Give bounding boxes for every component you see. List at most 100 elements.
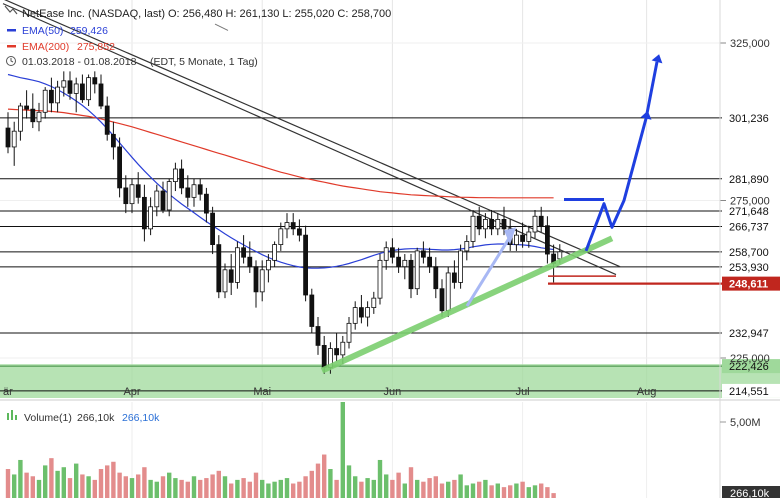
volume-bar	[452, 479, 457, 498]
volume-bar	[464, 485, 469, 498]
candles	[5, 71, 563, 374]
volume-bar	[191, 476, 197, 498]
candle-body	[49, 89, 54, 104]
level-label-box	[722, 325, 780, 340]
volume-bar	[415, 479, 420, 498]
candle-body	[148, 206, 154, 230]
volume-bar	[328, 469, 333, 498]
volume-bar	[92, 479, 97, 498]
volume-bar	[49, 458, 54, 498]
volume-bar	[520, 481, 525, 498]
volume-bar	[334, 479, 339, 498]
level-label-box	[722, 259, 780, 274]
candle-body	[557, 251, 563, 260]
x-tick-label: är	[3, 386, 13, 398]
forecast-arrowhead-top	[651, 54, 663, 64]
volume-bar	[216, 470, 221, 498]
candle-body	[383, 247, 389, 261]
candle-body	[160, 190, 166, 211]
candle-body	[55, 86, 60, 104]
level-label-box	[722, 383, 780, 398]
annotations	[320, 54, 663, 374]
volume-bar	[446, 481, 451, 498]
volume-bar	[291, 483, 296, 498]
volume-bar	[160, 476, 166, 498]
level-label: 271,648	[729, 206, 769, 218]
volume-bar	[421, 481, 426, 498]
candle-body	[203, 193, 209, 214]
candle-body	[303, 234, 309, 296]
candle-body	[433, 266, 439, 290]
volume-bar	[185, 481, 190, 498]
forecast-path	[584, 61, 659, 252]
candle-body	[86, 77, 91, 101]
candle-body	[253, 266, 259, 293]
candle-body	[278, 228, 284, 246]
volume-bar	[377, 459, 383, 498]
volume-bar	[260, 479, 265, 498]
candle-body	[179, 168, 185, 189]
volume-bar	[458, 474, 463, 498]
candle-body	[241, 247, 247, 258]
volume-bar	[340, 402, 345, 498]
level-label-box	[722, 110, 780, 125]
volume-bar	[43, 465, 48, 498]
light-arrow-shaft	[465, 232, 514, 307]
legend: NetEase Inc. (NASDAQ, last) O: 256,480 H…	[4, 5, 391, 68]
level-label: 258,700	[729, 247, 769, 259]
forecast-arrowhead-mid	[640, 110, 652, 120]
candle-body	[414, 250, 420, 290]
volume-bar	[353, 476, 358, 498]
y-tick-label: 325,000	[730, 38, 770, 50]
volume-bar	[470, 483, 476, 498]
ema200-value: 275,852	[77, 41, 115, 53]
candle-body	[210, 212, 216, 246]
candle-body	[5, 127, 11, 148]
ema50-label: EMA(50)	[22, 25, 63, 37]
volume-axis-tick: 5,00M	[730, 417, 761, 429]
volume-bar	[30, 476, 35, 498]
candle-body	[346, 322, 352, 343]
volume-bar	[539, 483, 544, 498]
volume-bar	[501, 487, 507, 498]
volume-bar	[80, 474, 85, 498]
candle-body	[272, 244, 278, 261]
candle-body	[501, 218, 507, 230]
volume-bar	[532, 485, 538, 498]
candle-body	[216, 244, 222, 293]
candle-body	[67, 80, 73, 94]
volume-bar	[253, 472, 259, 498]
volume-bar	[229, 483, 234, 498]
candle-body	[532, 215, 538, 233]
candle-body	[365, 307, 371, 318]
candle-body	[458, 250, 464, 283]
volume-bar	[365, 478, 370, 498]
volume-bar	[396, 472, 401, 498]
candle-body	[191, 184, 197, 198]
chart-type-icon	[4, 5, 18, 15]
candle-body	[439, 288, 445, 312]
volume-bar	[5, 469, 11, 498]
candle-body	[495, 218, 501, 230]
volume-bar	[315, 463, 321, 498]
candle-body	[11, 130, 17, 148]
candle-body	[315, 326, 321, 346]
trendline-stub	[214, 23, 229, 31]
volume-bars	[5, 402, 556, 498]
volume-bar	[483, 479, 488, 498]
ema200-line	[7, 108, 554, 199]
volume-bar	[148, 479, 153, 498]
candle-body	[526, 231, 532, 242]
volume-bar	[284, 478, 290, 498]
volume-bar	[142, 467, 147, 498]
volume-bar	[359, 481, 364, 498]
candle-body	[247, 256, 253, 268]
volume-bar	[390, 479, 395, 498]
volume-bar	[309, 470, 314, 498]
volume-bar	[402, 483, 407, 498]
volume-bar	[408, 467, 414, 498]
date-range: 01.03.2018 - 01.08.2018	[22, 56, 137, 68]
candle-body	[117, 146, 122, 189]
